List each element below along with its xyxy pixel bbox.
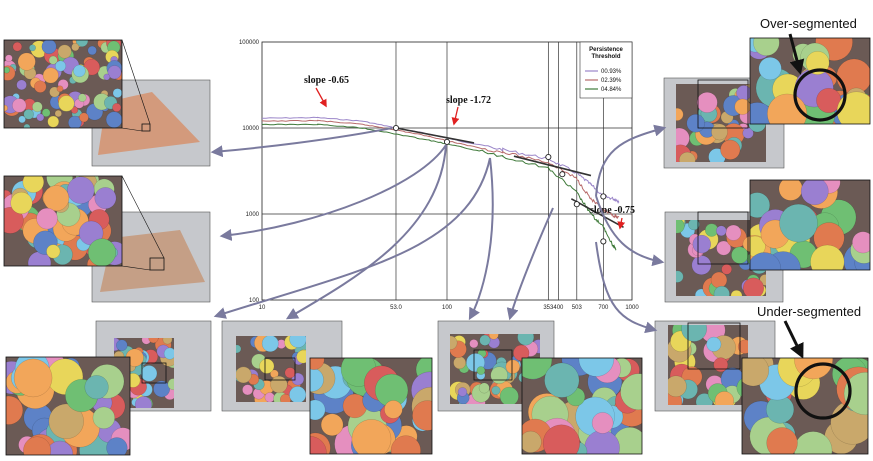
under-segmented-arrow: [783, 320, 804, 359]
slope-lines: slope -0.65 slope -1.72 slope -0.75: [304, 75, 635, 230]
link-arrow: [219, 144, 447, 241]
legend-entry: 04.84%: [601, 87, 622, 93]
slope-label: slope -1.72: [446, 95, 491, 106]
under-segmented-circle: [794, 362, 852, 420]
link-arrow: [595, 241, 658, 334]
series-line: [261, 119, 620, 219]
slope-callout-arrow: [451, 106, 460, 126]
x-tick-label: 503: [572, 305, 583, 311]
over-segmented-circle: [793, 68, 847, 122]
panel-bottom-3: [437, 320, 643, 455]
slope-line: [395, 127, 475, 144]
threshold-marker: [600, 193, 607, 200]
link-arrow: [213, 157, 491, 319]
y-tick-label: 100: [249, 298, 260, 304]
link-arrow: [506, 207, 554, 321]
x-tick-label: 353: [543, 305, 554, 311]
link-arrow: [595, 195, 665, 267]
panel-right-mid: [664, 179, 871, 303]
panel-bottom-1: [5, 320, 212, 456]
x-tick-label: 700: [598, 305, 609, 311]
x-tick-label: 1000: [625, 305, 639, 311]
markers: [392, 124, 607, 245]
x-tick-labels: 10 53.0 100 353 400 503 700 1000: [259, 305, 640, 311]
over-segmented-arrow: [788, 33, 805, 75]
segmentation-panels: [3, 37, 871, 456]
threshold-marker: [392, 124, 400, 132]
slope-label: slope -0.65: [304, 75, 349, 86]
over-segmented-label: Over-segmented: [760, 16, 857, 31]
slope-label: slope -0.75: [590, 205, 635, 216]
slope-callout-arrow: [315, 87, 327, 108]
legend-entry: 00.93%: [601, 69, 622, 75]
series-line: [261, 123, 617, 251]
slope-line: [513, 155, 592, 177]
slope-callout-arrow: [617, 217, 626, 230]
panel-bottom-2: [221, 320, 433, 455]
panel-right-bottom: [654, 320, 869, 455]
x-tick-label: 400: [553, 305, 564, 311]
link-arrow: [285, 144, 447, 320]
under-segmented-label: Under-segmented: [757, 304, 861, 319]
link-arrow: [595, 124, 667, 197]
panel-mid-left: [3, 175, 211, 303]
y-tick-label: 100000: [239, 40, 260, 46]
x-tick-label: 10: [259, 305, 266, 311]
threshold-marker: [573, 201, 580, 208]
x-tick-label: 100: [442, 305, 453, 311]
persistence-chart: slope -0.65 slope -1.72 slope -0.75 10 53.0…: [239, 40, 639, 311]
y-tick-label: 1000: [246, 212, 260, 218]
slope-line: [570, 198, 624, 229]
threshold-marker: [600, 238, 607, 245]
x-tick-label: 53.0: [390, 305, 402, 311]
link-arrows: [210, 124, 667, 334]
legend-entry: 02.39%: [601, 78, 622, 84]
threshold-marker: [559, 171, 566, 178]
panel-right-top: [663, 37, 871, 169]
link-arrow: [468, 157, 494, 321]
legend-title: Persistence: [589, 47, 623, 53]
legend-title: Threshold: [591, 54, 620, 60]
y-tick-label: 10000: [242, 126, 259, 132]
y-tick-labels: 100 1000 10000 100000: [239, 40, 260, 304]
panel-top-left: [3, 39, 211, 167]
threshold-marker: [443, 138, 451, 145]
link-arrow: [210, 127, 393, 158]
threshold-marker: [545, 153, 552, 161]
